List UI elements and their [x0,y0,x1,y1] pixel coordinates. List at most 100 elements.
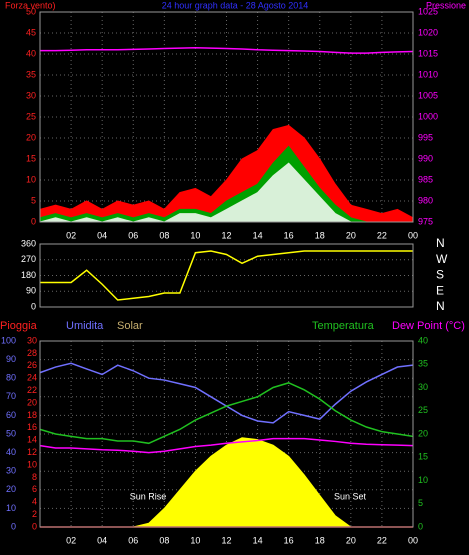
y-tick-label: 30 [26,90,36,100]
y-tick-label: 100 [1,335,16,345]
y-tick-label: 4 [32,497,37,507]
x-tick-label: 12 [221,535,231,545]
y-tick-label: 1020 [418,27,438,37]
y-tick-label: 0 [31,301,36,311]
y-tick-label: 8 [32,472,37,482]
y-tick-label: 1025 [418,6,438,16]
plot-frame [39,11,414,223]
y-tick-label: 40 [26,48,36,58]
x-tick-label: 08 [159,230,169,240]
legend-label: Solar [117,320,143,332]
y-tick-label: 0 [11,521,16,531]
x-tick-label: 12 [221,230,231,240]
y-tick-label: 975 [418,216,433,226]
plot-frame [39,340,414,528]
y-tick-label: 15 [418,452,428,462]
wind-axis-label: Forza vento) [5,0,56,10]
y-tick-label: 50 [26,6,36,16]
y-tick-label: 990 [418,153,433,163]
x-tick-label: 10 [190,535,200,545]
y-tick-label: N [436,299,445,313]
y-tick-label: 25 [418,405,428,415]
y-tick-label: 60 [6,410,16,420]
y-tick-label: 45 [26,27,36,37]
x-tick-label: 22 [377,535,387,545]
line [39,382,414,445]
x-tick-label: 18 [315,535,325,545]
x-tick-label: 00 [408,535,418,545]
y-tick-label: 30 [418,382,428,392]
y-tick-label: 28 [27,348,37,358]
line [40,46,414,54]
x-tick-label: 14 [253,535,263,545]
y-tick-label: 20 [26,132,36,142]
legend-label: Pioggia [0,320,38,332]
plot-frame [39,243,414,308]
y-tick-label: 2 [32,509,37,519]
y-tick-label: 35 [418,359,428,369]
y-tick-label: 90 [26,286,36,296]
x-tick-label: 06 [128,230,138,240]
y-tick-label: 0 [32,521,37,531]
annotation: Sun Rise [130,491,167,501]
y-tick-label: 90 [6,354,16,364]
y-tick-label: 10 [418,475,428,485]
y-tick-label: 14 [27,435,37,445]
line [40,250,413,301]
x-tick-label: 04 [97,230,107,240]
y-tick-label: 24 [27,373,37,383]
y-tick-label: 5 [418,498,423,508]
y-tick-label: 10 [26,174,36,184]
chart-title: 24 hour graph data - 28 Agosto 2014 [162,0,309,10]
y-tick-label: 30 [27,335,37,345]
y-tick-label: 12 [27,447,37,457]
y-tick-label: 50 [6,428,16,438]
y-tick-label: 26 [27,360,37,370]
x-tick-label: 16 [284,230,294,240]
x-tick-label: 14 [253,230,263,240]
y-tick-label: 980 [418,195,433,205]
x-tick-label: 02 [66,535,76,545]
y-tick-label: 40 [6,447,16,457]
y-tick-label: S [436,268,444,282]
y-tick-label: 360 [21,238,36,248]
y-tick-label: 5 [31,195,36,205]
y-tick-label: 20 [6,484,16,494]
y-tick-label: 1015 [418,48,438,58]
y-tick-label: 0 [31,216,36,226]
x-tick-label: 06 [128,535,138,545]
y-tick-label: N [436,236,445,250]
y-tick-label: 20 [418,428,428,438]
legend-label: Temperatura [312,320,375,332]
annotation: Sun Set [334,491,367,501]
y-tick-label: 1000 [418,111,438,121]
y-tick-label: 6 [32,484,37,494]
y-tick-label: 40 [418,335,428,345]
line [39,437,414,454]
y-tick-label: 985 [418,174,433,184]
x-tick-label: 02 [66,230,76,240]
x-tick-label: 04 [97,535,107,545]
y-tick-label: 20 [27,397,37,407]
legend-label: Umidita [66,320,104,332]
y-tick-label: 22 [27,385,37,395]
pressure-axis-label: Pressione [426,0,466,10]
x-tick-label: 18 [315,230,325,240]
y-tick-label: 10 [27,459,37,469]
x-tick-label: 00 [408,230,418,240]
x-tick-label: 22 [377,230,387,240]
y-tick-label: 80 [6,373,16,383]
y-tick-label: 35 [26,69,36,79]
y-tick-label: 1005 [418,90,438,100]
y-tick-label: 270 [21,254,36,264]
x-tick-label: 20 [346,230,356,240]
y-tick-label: 16 [27,422,37,432]
y-tick-label: W [436,252,448,266]
y-tick-label: 10 [6,503,16,513]
y-tick-label: E [436,283,444,297]
y-tick-label: 70 [6,391,16,401]
y-tick-label: 15 [26,153,36,163]
y-tick-label: 180 [21,270,36,280]
y-tick-label: 25 [26,111,36,121]
